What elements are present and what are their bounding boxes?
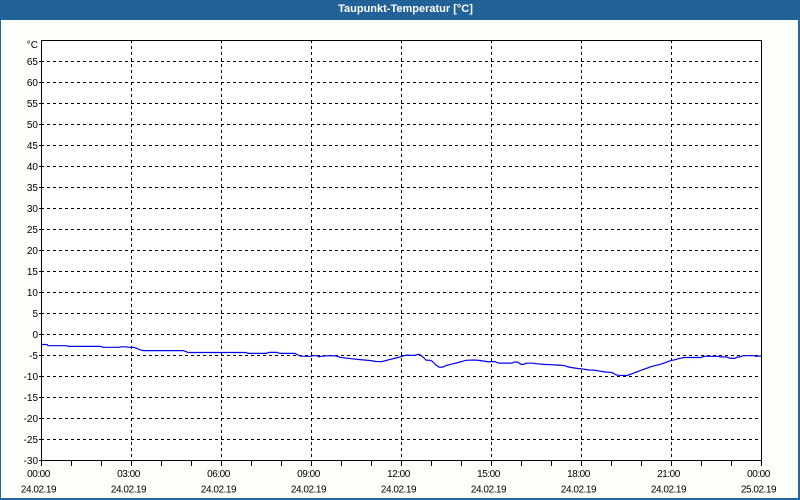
svg-text:20: 20 <box>27 246 39 257</box>
svg-text:24.02.19: 24.02.19 <box>291 485 327 496</box>
svg-text:06:00: 06:00 <box>207 469 231 480</box>
svg-text:-15: -15 <box>24 393 39 404</box>
svg-text:0: 0 <box>32 330 38 341</box>
svg-text:40: 40 <box>27 162 39 173</box>
svg-text:09:00: 09:00 <box>297 469 321 480</box>
svg-text:24.02.19: 24.02.19 <box>21 485 57 496</box>
svg-text:45: 45 <box>27 141 39 152</box>
svg-text:50: 50 <box>27 120 39 131</box>
svg-text:15:00: 15:00 <box>477 469 501 480</box>
svg-text:24.02.19: 24.02.19 <box>651 485 687 496</box>
svg-text:25: 25 <box>27 225 39 236</box>
svg-text:60: 60 <box>27 78 39 89</box>
svg-text:25.02.19: 25.02.19 <box>741 485 777 496</box>
svg-text:°C: °C <box>27 40 38 51</box>
svg-text:65: 65 <box>27 57 39 68</box>
svg-text:24.02.19: 24.02.19 <box>201 485 237 496</box>
svg-text:03:00: 03:00 <box>117 469 141 480</box>
svg-text:-5: -5 <box>29 351 38 362</box>
svg-text:-30: -30 <box>24 456 39 467</box>
svg-text:24.02.19: 24.02.19 <box>561 485 597 496</box>
svg-text:21:00: 21:00 <box>657 469 681 480</box>
svg-text:00:00: 00:00 <box>27 469 51 480</box>
svg-text:24.02.19: 24.02.19 <box>111 485 147 496</box>
svg-text:55: 55 <box>27 99 39 110</box>
svg-text:15: 15 <box>27 267 39 278</box>
svg-text:12:00: 12:00 <box>387 469 411 480</box>
svg-text:24.02.19: 24.02.19 <box>471 485 507 496</box>
svg-text:-25: -25 <box>24 435 39 446</box>
svg-text:-20: -20 <box>24 414 39 425</box>
svg-text:5: 5 <box>32 309 38 320</box>
svg-text:-10: -10 <box>24 372 39 383</box>
svg-text:35: 35 <box>27 183 39 194</box>
svg-text:00:00: 00:00 <box>747 469 771 480</box>
svg-text:18:00: 18:00 <box>567 469 591 480</box>
svg-text:30: 30 <box>27 204 39 215</box>
svg-text:24.02.19: 24.02.19 <box>381 485 417 496</box>
svg-text:10: 10 <box>27 288 39 299</box>
